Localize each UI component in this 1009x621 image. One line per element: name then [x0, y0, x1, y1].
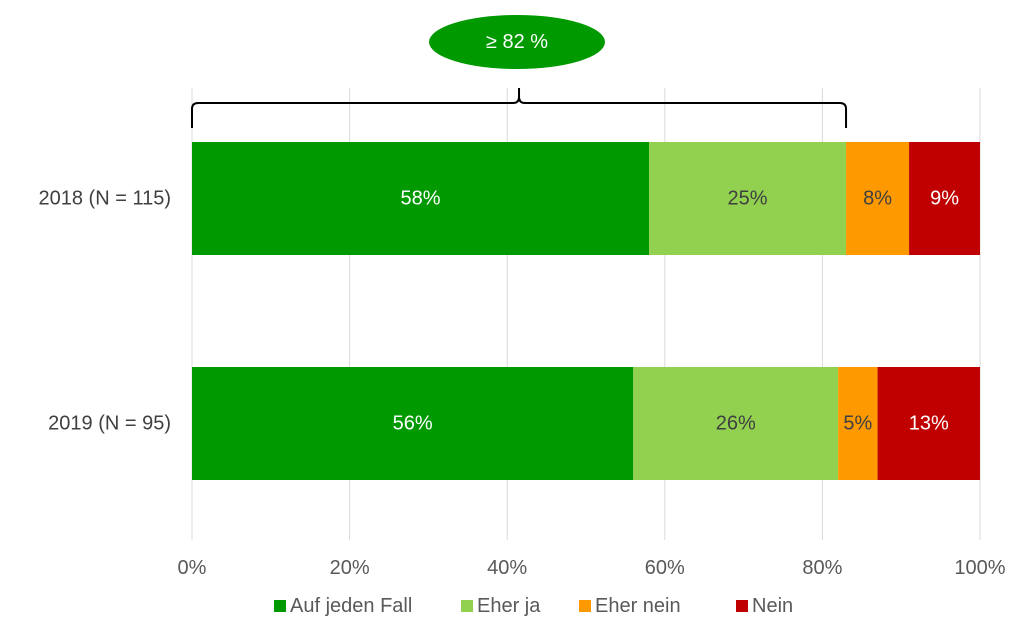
data-label: 25%	[728, 188, 768, 210]
legend-label: Eher ja	[477, 595, 541, 617]
x-tick-label: 60%	[645, 557, 685, 579]
data-label: 26%	[716, 413, 756, 435]
x-tick-label: 40%	[487, 557, 527, 579]
legend: Auf jeden Fall Eher ja Eher nein Nein	[274, 595, 793, 617]
legend-swatch	[579, 600, 591, 612]
bar-segment	[909, 142, 980, 255]
x-tick-label: 0%	[178, 557, 207, 579]
data-label: 13%	[909, 413, 949, 435]
bar-segment	[633, 367, 839, 480]
legend-label: Auf jeden Fall	[290, 595, 412, 617]
bar-segment	[192, 367, 634, 480]
data-label: 56%	[393, 413, 433, 435]
bar-segment	[649, 142, 847, 255]
data-label: 58%	[401, 188, 441, 210]
data-label: 9%	[930, 188, 959, 210]
callout-ellipse	[429, 15, 605, 69]
data-labels: 58% 25% 8% 9% 56% 26% 5% 13%	[393, 188, 960, 435]
x-tick-label: 20%	[330, 557, 370, 579]
bar-segment	[838, 367, 878, 480]
x-tick-label: 100%	[954, 557, 1005, 579]
bar-segment	[846, 142, 910, 255]
callout-annotation: ≥ 82 %	[191, 15, 848, 128]
legend-swatch	[736, 600, 748, 612]
bar-segments	[192, 142, 980, 480]
bracket-annotation	[191, 88, 848, 128]
category-labels: 2018 (N = 115) 2019 (N = 95)	[39, 188, 172, 435]
legend-label: Nein	[752, 595, 793, 617]
x-axis-tick-labels: 0% 20% 40% 60% 80% 100%	[178, 557, 1006, 579]
legend-swatch	[274, 600, 286, 612]
bar-segment	[877, 367, 980, 480]
legend-swatch	[461, 600, 473, 612]
data-label: 8%	[863, 188, 892, 210]
data-label: 5%	[843, 413, 872, 435]
callout-text: ≥ 82 %	[486, 31, 548, 53]
x-tick-label: 80%	[802, 557, 842, 579]
category-label: 2019 (N = 95)	[48, 413, 171, 435]
bar-segment	[192, 142, 650, 255]
category-label: 2018 (N = 115)	[39, 188, 172, 210]
legend-label: Eher nein	[595, 595, 681, 617]
